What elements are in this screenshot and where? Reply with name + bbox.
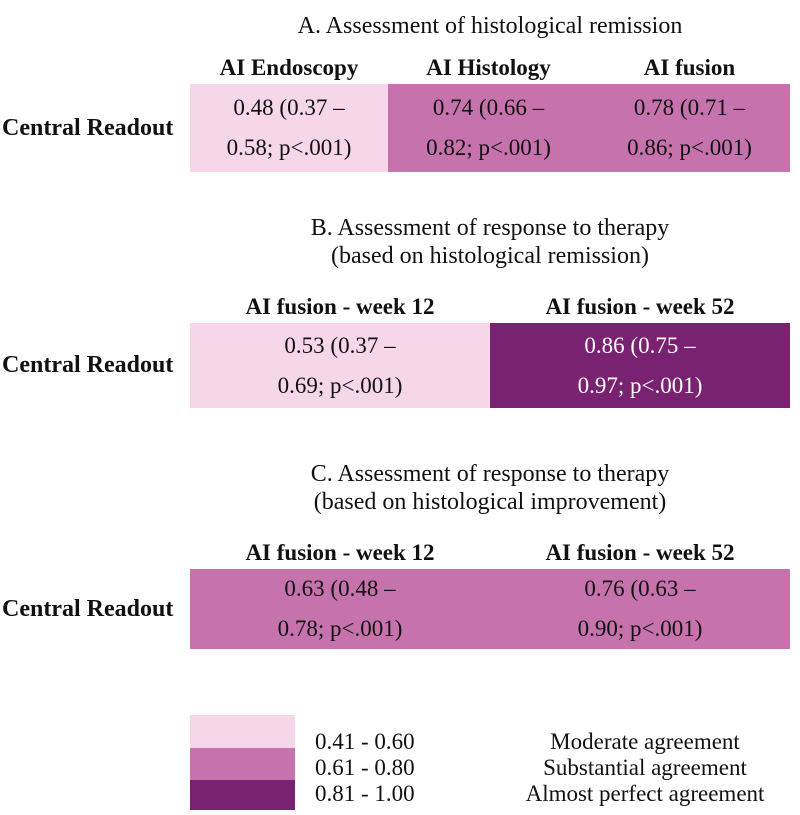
panel-c-title-line2: (based on histological improvement) (313, 489, 667, 515)
legend-label-almost-perfect: Almost perfect agreement (525, 781, 765, 806)
column-header-ai-histology: AI Histology (426, 55, 551, 80)
panel-b-title: B. Assessment of response to therapy (ba… (190, 214, 790, 270)
cell-value-line: 0.97; p<.001) (577, 372, 703, 398)
column-header-ai-fusion: AI fusion (643, 55, 736, 80)
panel-c-cell-row: 0.63 (0.48 – 0.78; p<.001) 0.76 (0.63 – … (190, 569, 790, 649)
row-label-central-readout: Central Readout (2, 596, 174, 622)
cell-value-line: 0.76 (0.63 – (584, 576, 696, 601)
panel-b-title-line2: (based on histological remission) (331, 243, 649, 269)
panel-c-title: C. Assessment of response to therapy (ba… (190, 460, 790, 516)
cell-value-line: 0.63 (0.48 – (284, 576, 396, 601)
panel-b-title-line1: B. Assessment of response to therapy (310, 215, 670, 241)
panel-c-header-row: AI fusion - week 12 AI fusion - week 52 (190, 538, 790, 568)
cell-value-line: 0.58; p<.001) (226, 135, 352, 160)
heatmap-cell-fusion-week52: 0.76 (0.63 – 0.90; p<.001) (490, 569, 790, 649)
panel-c-title-line1: C. Assessment of response to therapy (310, 461, 670, 487)
heatmap-cell-histology: 0.74 (0.66 – 0.82; p<.001) (388, 84, 589, 172)
cell-value-line: 0.90; p<.001) (577, 616, 703, 641)
legend-color-scale (190, 715, 295, 810)
legend-ranges: 0.41 - 0.60 0.61 - 0.80 0.81 - 1.00 (315, 729, 415, 807)
legend-swatch-almost-perfect (190, 780, 295, 810)
heatmap-cell-fusion: 0.78 (0.71 – 0.86; p<.001) (589, 84, 790, 172)
heatmap-cell-fusion-week12: 0.63 (0.48 – 0.78; p<.001) (190, 569, 490, 649)
cell-value-line: 0.78 (0.71 – (633, 95, 746, 120)
panel-b-header-row: AI fusion - week 12 AI fusion - week 52 (190, 292, 790, 322)
cell-value-line: 0.82; p<.001) (426, 135, 551, 160)
column-header-ai-fusion-week12: AI fusion - week 12 (245, 540, 435, 565)
cell-value-line: 0.53 (0.37 – (284, 332, 396, 358)
row-label-central-readout: Central Readout (2, 115, 174, 141)
legend-label-substantial: Substantial agreement (543, 755, 747, 780)
panel-a-cell-row: 0.48 (0.37 – 0.58; p<.001) 0.74 (0.66 – … (190, 84, 790, 172)
panel-a-header-row: AI Endoscopy AI Histology AI fusion (190, 53, 790, 83)
legend-swatch-substantial (190, 748, 295, 780)
panel-b-cell-row: 0.53 (0.37 – 0.69; p<.001) 0.86 (0.75 – … (190, 323, 790, 408)
legend-swatch-moderate (190, 715, 295, 748)
legend-range-almost-perfect: 0.81 - 1.00 (315, 781, 415, 806)
column-header-ai-fusion-week52: AI fusion - week 52 (545, 540, 735, 565)
legend-range-moderate: 0.41 - 0.60 (315, 729, 415, 754)
heatmap-cell-fusion-week12: 0.53 (0.37 – 0.69; p<.001) (190, 323, 490, 408)
heatmap-cell-fusion-week52: 0.86 (0.75 – 0.97; p<.001) (490, 323, 790, 408)
cell-value-line: 0.78; p<.001) (277, 616, 403, 641)
legend-range-substantial: 0.61 - 0.80 (315, 755, 415, 780)
heatmap-cell-endoscopy: 0.48 (0.37 – 0.58; p<.001) (190, 84, 388, 172)
cell-value-line: 0.74 (0.66 – (432, 95, 545, 120)
cell-value-line: 0.86 (0.75 – (584, 332, 696, 358)
legend-labels: Moderate agreement Substantial agreement… (495, 729, 795, 807)
row-label-central-readout: Central Readout (2, 352, 174, 378)
legend-label-moderate: Moderate agreement (550, 729, 740, 754)
cell-value-line: 0.86; p<.001) (627, 135, 752, 160)
column-header-ai-fusion-week52: AI fusion - week 52 (545, 294, 735, 319)
cell-value-line: 0.69; p<.001) (277, 372, 403, 398)
panel-a-title: A. Assessment of histological remission (297, 13, 683, 39)
column-header-ai-fusion-week12: AI fusion - week 12 (245, 294, 435, 319)
column-header-ai-endoscopy: AI Endoscopy (219, 55, 359, 80)
cell-value-line: 0.48 (0.37 – (233, 95, 345, 120)
